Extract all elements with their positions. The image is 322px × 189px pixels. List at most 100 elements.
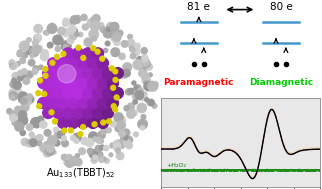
Circle shape: [118, 142, 125, 148]
Circle shape: [92, 107, 103, 119]
Circle shape: [64, 160, 70, 166]
Circle shape: [70, 16, 79, 24]
Circle shape: [98, 131, 105, 139]
Circle shape: [78, 117, 89, 128]
Circle shape: [19, 92, 28, 101]
Circle shape: [58, 98, 69, 108]
Circle shape: [97, 117, 109, 128]
Circle shape: [33, 39, 39, 45]
Circle shape: [111, 104, 116, 109]
Circle shape: [123, 139, 131, 147]
Circle shape: [130, 53, 136, 59]
Circle shape: [100, 27, 106, 32]
Circle shape: [87, 148, 93, 154]
Circle shape: [7, 109, 12, 114]
Circle shape: [106, 128, 111, 133]
Circle shape: [121, 41, 128, 47]
Circle shape: [82, 137, 88, 143]
Circle shape: [152, 104, 157, 108]
Circle shape: [13, 113, 18, 118]
Circle shape: [39, 65, 43, 69]
Circle shape: [117, 116, 126, 125]
Circle shape: [14, 88, 22, 96]
Circle shape: [14, 106, 22, 113]
Circle shape: [39, 120, 44, 125]
Circle shape: [141, 72, 149, 80]
Circle shape: [133, 46, 139, 52]
Circle shape: [14, 63, 18, 66]
Circle shape: [107, 98, 118, 108]
Circle shape: [26, 140, 29, 143]
Circle shape: [47, 42, 53, 48]
Circle shape: [9, 89, 17, 97]
Circle shape: [128, 103, 135, 110]
Circle shape: [112, 68, 123, 79]
Circle shape: [113, 33, 121, 41]
Circle shape: [125, 136, 133, 144]
Circle shape: [18, 70, 23, 76]
Circle shape: [93, 155, 98, 160]
Circle shape: [133, 49, 139, 56]
Circle shape: [58, 65, 76, 83]
Circle shape: [19, 111, 27, 119]
Circle shape: [75, 18, 80, 23]
Circle shape: [45, 146, 55, 156]
Circle shape: [55, 46, 61, 51]
Circle shape: [76, 45, 81, 50]
Circle shape: [18, 52, 23, 57]
Circle shape: [53, 35, 62, 45]
Circle shape: [118, 120, 124, 125]
Circle shape: [43, 68, 54, 79]
Circle shape: [72, 68, 84, 79]
Circle shape: [74, 158, 82, 166]
Circle shape: [93, 22, 99, 28]
Circle shape: [30, 139, 37, 146]
Circle shape: [104, 158, 109, 163]
Circle shape: [70, 157, 77, 163]
Circle shape: [65, 156, 70, 160]
Circle shape: [87, 19, 96, 27]
Circle shape: [78, 32, 83, 37]
Circle shape: [44, 142, 49, 147]
Circle shape: [88, 78, 99, 89]
Circle shape: [49, 23, 56, 30]
Circle shape: [144, 60, 150, 67]
Circle shape: [97, 98, 109, 108]
Text: Paramagnetic: Paramagnetic: [164, 78, 234, 87]
Circle shape: [138, 119, 147, 129]
Text: +H₂O₂: +H₂O₂: [166, 163, 186, 168]
Circle shape: [62, 128, 67, 133]
Circle shape: [141, 48, 147, 54]
Circle shape: [62, 107, 74, 119]
Circle shape: [48, 58, 59, 69]
Circle shape: [45, 31, 49, 35]
Circle shape: [114, 113, 123, 122]
Circle shape: [92, 156, 96, 160]
Circle shape: [79, 148, 85, 155]
Circle shape: [62, 88, 74, 99]
Circle shape: [100, 145, 105, 150]
Circle shape: [90, 21, 100, 31]
Circle shape: [110, 143, 115, 148]
Circle shape: [53, 107, 64, 119]
Circle shape: [12, 78, 16, 83]
Circle shape: [37, 104, 42, 109]
Circle shape: [21, 138, 28, 146]
Circle shape: [92, 122, 97, 127]
Circle shape: [68, 26, 76, 34]
Circle shape: [140, 68, 147, 74]
Circle shape: [102, 157, 106, 161]
Circle shape: [57, 131, 64, 138]
Circle shape: [32, 45, 41, 54]
Circle shape: [71, 136, 76, 141]
Circle shape: [124, 106, 129, 111]
Circle shape: [113, 107, 118, 112]
Circle shape: [43, 150, 51, 157]
Circle shape: [9, 60, 15, 66]
Circle shape: [43, 67, 48, 71]
Circle shape: [128, 88, 134, 94]
Circle shape: [29, 132, 34, 137]
Circle shape: [20, 130, 25, 136]
Circle shape: [93, 137, 97, 141]
Circle shape: [133, 60, 143, 69]
